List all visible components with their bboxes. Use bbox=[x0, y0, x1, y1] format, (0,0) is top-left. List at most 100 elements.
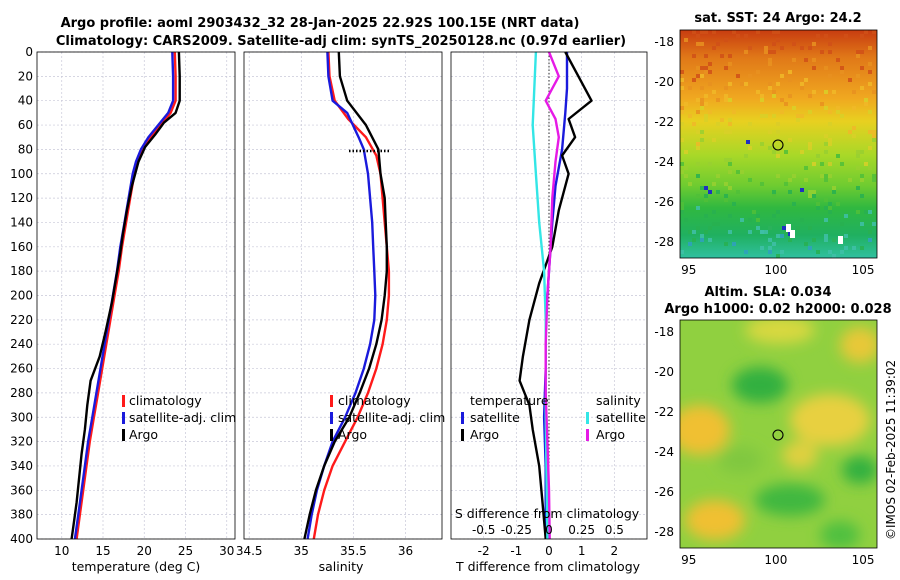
sla-argo-marker bbox=[772, 429, 784, 441]
sst-pixel bbox=[736, 34, 740, 38]
sst-pixel bbox=[716, 190, 720, 194]
sst-pixel bbox=[772, 30, 776, 34]
sst-pixel bbox=[824, 218, 828, 222]
copyright-footer: ©IMOS 02-Feb-2025 11:39:02 bbox=[884, 360, 898, 540]
sst-pixel bbox=[780, 74, 784, 78]
sst-pixel bbox=[696, 34, 700, 38]
legend-swatch-s-argo bbox=[586, 429, 589, 441]
sst-pixel bbox=[868, 146, 872, 150]
sst-pixel bbox=[844, 34, 848, 38]
sst-pixel bbox=[748, 218, 752, 222]
sst-argo-marker bbox=[772, 139, 784, 151]
sst-pixel bbox=[736, 170, 740, 174]
sst-pixel bbox=[808, 246, 812, 250]
sst-pixel bbox=[692, 122, 696, 126]
sst-pixel bbox=[780, 98, 784, 102]
sst-pixel bbox=[784, 182, 788, 186]
sst-pixel bbox=[744, 34, 748, 38]
legend-label-satellite: satellite-adj. clim bbox=[129, 410, 236, 425]
sst-pixel bbox=[808, 46, 812, 50]
salinity-legend: climatology satellite-adj. clim Argo bbox=[330, 393, 445, 442]
sst-pixel bbox=[820, 50, 824, 54]
lat-tick-label: -20 bbox=[654, 75, 674, 89]
sst-pixel bbox=[748, 230, 752, 234]
depth-tick-label: 360 bbox=[10, 483, 33, 497]
sla-blob bbox=[842, 456, 877, 484]
sst-pixel bbox=[824, 150, 828, 154]
x-tick-label: 0 bbox=[545, 544, 553, 558]
sst-pixel bbox=[744, 250, 748, 254]
sst-pixel bbox=[712, 222, 716, 226]
sst-pixel bbox=[800, 150, 804, 154]
sst-pixel bbox=[804, 242, 808, 246]
depth-tick-label: 80 bbox=[18, 142, 33, 156]
x-tick-label: 15 bbox=[95, 544, 110, 558]
sst-pixel bbox=[780, 234, 784, 238]
legend-label-t-argo: Argo bbox=[470, 427, 499, 442]
sst-pixel bbox=[856, 166, 860, 170]
sst-pixel bbox=[828, 122, 832, 126]
sst-pixel bbox=[828, 206, 832, 210]
sst-pixel bbox=[804, 178, 808, 182]
lat-tick-label: -28 bbox=[654, 235, 674, 249]
sst-missing-pixel bbox=[790, 230, 795, 238]
lon-tick-label: 95 bbox=[681, 263, 696, 277]
sst-pixel bbox=[800, 188, 804, 192]
lon-tick-label: 100 bbox=[764, 263, 787, 277]
sst-pixel bbox=[860, 150, 864, 154]
sst-pixel bbox=[824, 90, 828, 94]
sst-pixel bbox=[816, 154, 820, 158]
sst-pixel bbox=[680, 106, 684, 110]
sst-pixel bbox=[696, 42, 700, 46]
x-tick-label: 30 bbox=[219, 544, 234, 558]
sst-pixel bbox=[824, 134, 828, 138]
sst-pixel bbox=[728, 122, 732, 126]
salinity-xlabel: salinity bbox=[319, 559, 364, 574]
sla-blob bbox=[840, 327, 877, 363]
depth-tick-label: 160 bbox=[10, 240, 33, 254]
sst-pixel bbox=[788, 70, 792, 74]
sst-pixel bbox=[860, 66, 864, 70]
sst-pixel bbox=[728, 54, 732, 58]
sst-pixel bbox=[716, 222, 720, 226]
sst-pixel bbox=[852, 246, 856, 250]
sst-pixel bbox=[740, 82, 744, 86]
series-line bbox=[303, 51, 388, 540]
sst-pixel bbox=[740, 170, 744, 174]
temperature-panel: 0 20 40 60 80 100 120 140 160 180 200 220 240 260 280 3… bbox=[10, 45, 236, 574]
sst-pixel bbox=[728, 98, 732, 102]
sst-pixel bbox=[828, 50, 832, 54]
sst-pixel bbox=[808, 142, 812, 146]
sst-pixel bbox=[764, 46, 768, 50]
sst-pixel bbox=[728, 82, 732, 86]
sst-pixel bbox=[772, 42, 776, 46]
sst-map-frame bbox=[679, 29, 878, 259]
sst-pixel bbox=[728, 118, 732, 122]
depth-tick-label: 400 bbox=[10, 532, 33, 546]
sst-pixel bbox=[860, 34, 864, 38]
sst-pixel bbox=[700, 102, 704, 106]
sst-pixel bbox=[708, 238, 712, 242]
difference-panel: -2 -1 0 1 2 -0.5 -0.25 0 0.25 0.5 S difference f… bbox=[450, 51, 648, 574]
legend-title-temperature: temperature bbox=[470, 393, 549, 408]
sst-pixel bbox=[800, 114, 804, 118]
sst-pixel bbox=[868, 230, 872, 234]
sst-pixel bbox=[780, 46, 784, 50]
sst-pixel bbox=[864, 98, 868, 102]
sst-pixel bbox=[824, 34, 828, 38]
sst-pixel bbox=[704, 54, 708, 58]
sst-pixel bbox=[792, 42, 796, 46]
sst-pixel bbox=[760, 142, 764, 146]
series-line bbox=[312, 51, 391, 540]
sst-pixel bbox=[768, 250, 772, 254]
sst-pixel bbox=[856, 150, 860, 154]
x-tick-label: 36 bbox=[398, 544, 413, 558]
sst-pixel bbox=[856, 50, 860, 54]
sst-pixel bbox=[832, 254, 836, 258]
sst-pixel bbox=[812, 58, 816, 62]
sst-pixel bbox=[680, 162, 684, 166]
sst-pixel bbox=[748, 122, 752, 126]
sst-pixel bbox=[872, 90, 876, 94]
sst-pixel bbox=[704, 102, 708, 106]
sst-pixel bbox=[696, 98, 700, 102]
